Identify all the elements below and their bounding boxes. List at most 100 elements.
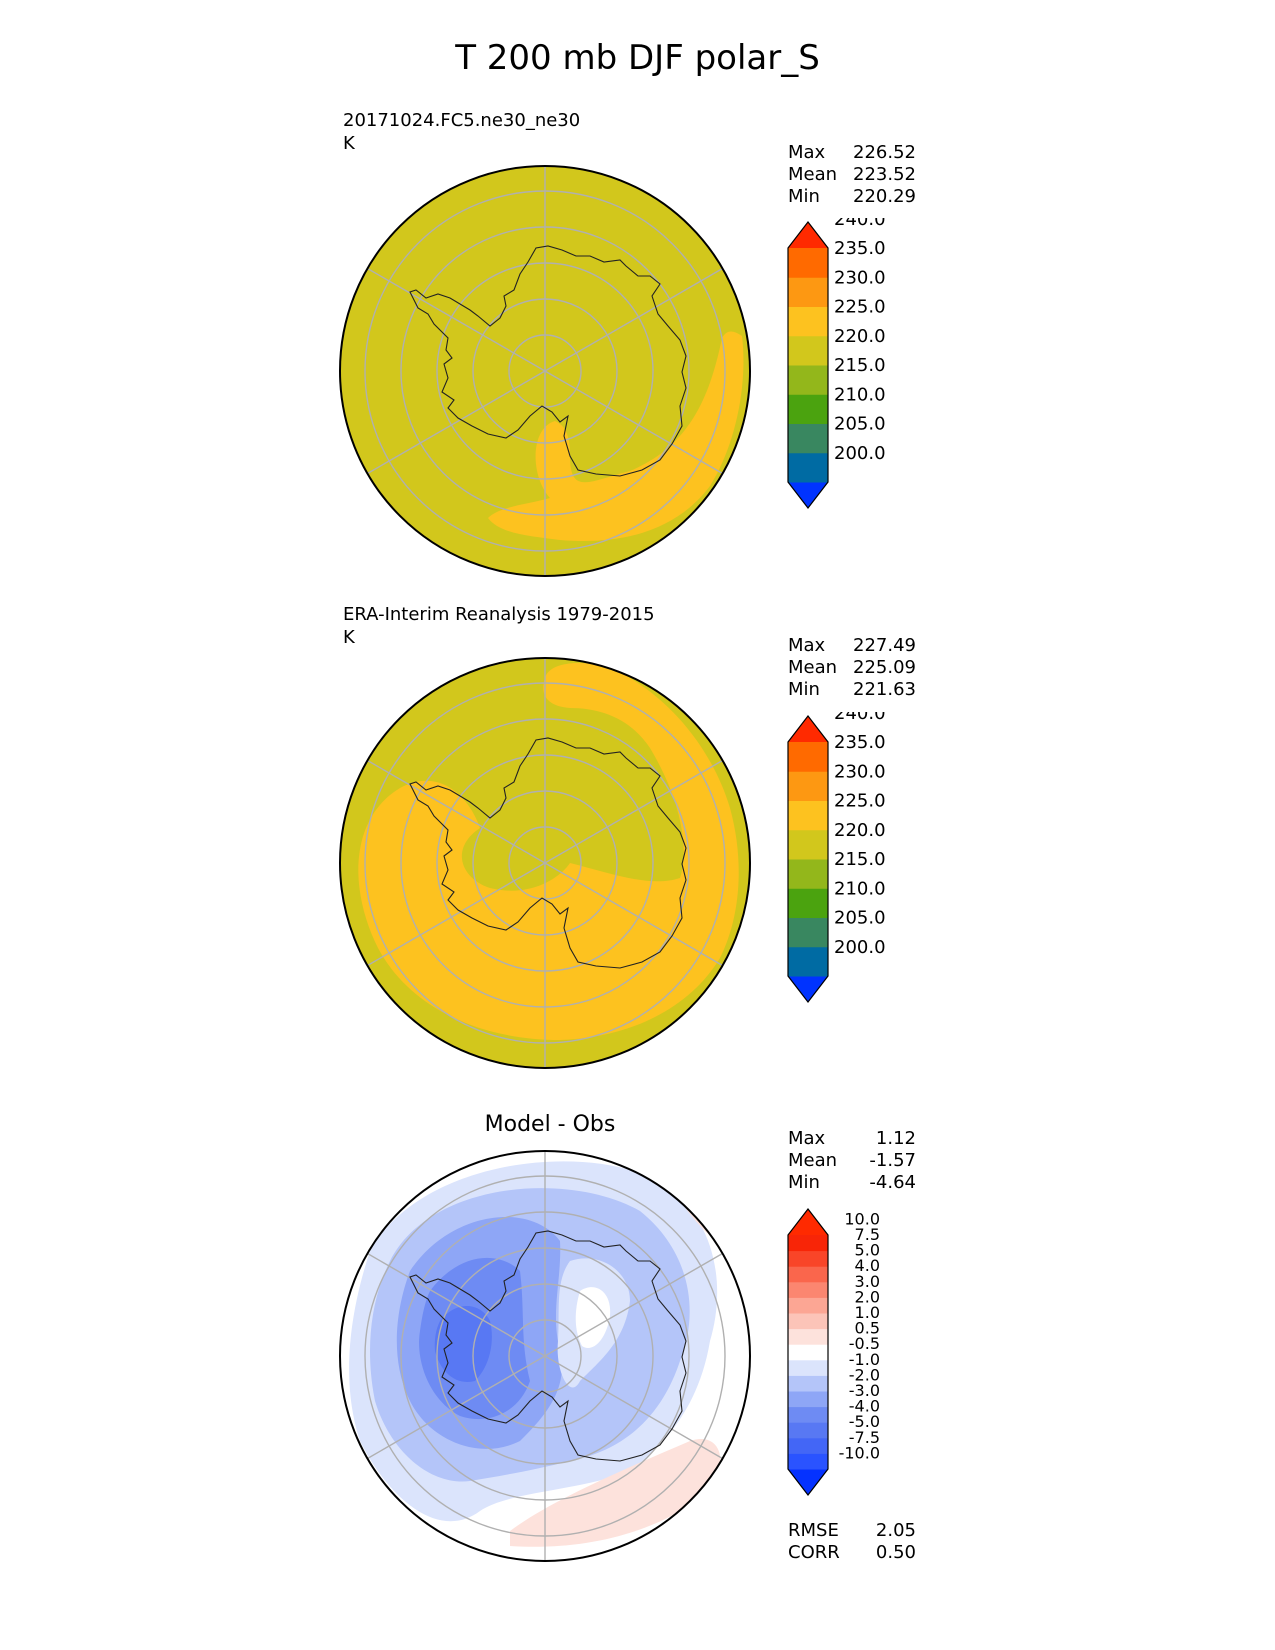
stat-value: -4.64 xyxy=(869,1172,916,1193)
colorbar-tick-label: 220.0 xyxy=(834,326,886,347)
stat-value: 223.52 xyxy=(853,164,916,185)
colorbar-cell xyxy=(788,1359,828,1376)
model-panel-units: K xyxy=(343,133,355,154)
graticule xyxy=(364,1151,726,1561)
diff-stats: Max 1.12 Mean -1.57 Min -4.64 xyxy=(788,1128,916,1194)
colorbar-cell xyxy=(788,1266,828,1283)
colorbar-outline xyxy=(787,1208,829,1496)
colorbar-tick-label: 225.0 xyxy=(834,791,886,812)
colorbar-tick-label: 0.5 xyxy=(855,1319,880,1338)
colorbar-cell xyxy=(788,1453,828,1470)
colorbar-tick-label: 230.0 xyxy=(834,761,886,782)
colorbar-tick-label: -3.0 xyxy=(849,1381,880,1400)
stat-value: 220.29 xyxy=(853,186,916,207)
metric-value: 2.05 xyxy=(875,1520,916,1541)
colorbar-cell xyxy=(788,829,828,860)
colorbar-tick-label: 5.0 xyxy=(855,1241,880,1260)
stat-value: 221.63 xyxy=(853,679,916,700)
map-boundary xyxy=(339,657,751,1069)
colorbar-cell xyxy=(788,1250,828,1267)
stat-label: Mean xyxy=(788,657,838,678)
model-polar-map xyxy=(339,165,751,577)
field-warm-region xyxy=(488,331,744,542)
colorbar-tick-label: 240.0 xyxy=(834,218,886,230)
colorbar-tick-label: -2.0 xyxy=(849,1365,880,1384)
diff-polar-map xyxy=(339,1150,751,1562)
colorbar-tick-label: 210.0 xyxy=(834,384,886,405)
colorbar-cell xyxy=(788,742,828,772)
stat-label: Max xyxy=(788,635,826,656)
stat-label: Min xyxy=(788,679,820,700)
colorbar-extend-min xyxy=(788,976,828,1002)
map-boundary xyxy=(339,1150,751,1562)
model-colorbar: 200.0 205.0 210.0 215.0 220.0 225.0 230.0 235.0… xyxy=(787,218,886,509)
colorbar-tick-label: 210.0 xyxy=(834,878,886,899)
colorbar-cell xyxy=(788,771,828,801)
colorbar-extend-max xyxy=(788,1209,828,1235)
colorbar-tick-label: 200.0 xyxy=(834,937,886,958)
colorbar-cell xyxy=(788,1391,828,1408)
colorbar-cell xyxy=(788,248,828,278)
colorbar-tick-label: 10.0 xyxy=(844,1209,880,1228)
colorbar-tick-label: 240.0 xyxy=(834,712,886,724)
stat-label: Mean xyxy=(788,164,838,185)
colorbar-cell xyxy=(788,946,828,977)
colorbar-tick-label: 225.0 xyxy=(834,297,886,318)
colorbar-cell xyxy=(788,800,828,831)
graticule xyxy=(364,658,726,1068)
colorbar-tick-label: 205.0 xyxy=(834,414,886,435)
colorbar-cell xyxy=(788,1281,828,1298)
map-boundary xyxy=(339,165,751,577)
colorbar-extend-max xyxy=(788,222,828,248)
colorbar-cell xyxy=(788,888,828,918)
diff-metrics: RMSE 2.05 CORR 0.50 xyxy=(788,1520,916,1564)
colorbar-cell xyxy=(788,1422,828,1439)
diff-colorbar: -10.0-7.5-5.0-4.0-3.0-2.0-1.0-0.50.51.02… xyxy=(787,1208,880,1496)
colorbar-tick-label: -7.5 xyxy=(849,1428,880,1447)
obs-panel-units: K xyxy=(343,627,355,648)
stat-value: 225.09 xyxy=(853,657,916,678)
colorbar-tick-label: 3.0 xyxy=(855,1272,880,1291)
stat-value: 227.49 xyxy=(853,635,916,656)
graticule xyxy=(364,166,726,576)
colorbar-cell xyxy=(788,1344,828,1361)
diff-panel-title: Model - Obs xyxy=(484,1112,616,1137)
metric-label: RMSE xyxy=(788,1520,839,1541)
metric-label: CORR xyxy=(788,1542,840,1563)
colorbar-extend-max xyxy=(788,716,828,742)
stat-value: 1.12 xyxy=(875,1128,916,1149)
colorbar-cell xyxy=(788,1406,828,1423)
colorbar-cell xyxy=(788,1235,828,1252)
colorbar-tick-label: 2.0 xyxy=(855,1287,880,1306)
colorbar-tick-label: 220.0 xyxy=(834,820,886,841)
stat-label: Max xyxy=(788,142,826,163)
obs-stats: Max 227.49 Mean 225.09 Min 221.63 xyxy=(788,635,916,701)
diff-level xyxy=(510,1439,721,1547)
colorbar-tick-label: -1.0 xyxy=(849,1350,880,1369)
stat-value: 226.52 xyxy=(853,142,916,163)
colorbar-outline xyxy=(787,715,829,1003)
colorbar-cell xyxy=(788,306,828,337)
colorbar-cell xyxy=(788,1328,828,1345)
colorbar-cell xyxy=(788,335,828,366)
stat-label: Min xyxy=(788,1172,820,1193)
colorbar-tick-label: 230.0 xyxy=(834,267,886,288)
colorbar-tick-label: -0.5 xyxy=(849,1334,880,1353)
colorbar-extend-min xyxy=(788,1469,828,1495)
colorbar-tick-label: 4.0 xyxy=(855,1256,880,1275)
obs-colorbar: 200.0 205.0 210.0 215.0 220.0 225.0 230.0 235.0… xyxy=(787,712,886,1003)
colorbar-tick-label: -4.0 xyxy=(849,1397,880,1416)
colorbar-cell xyxy=(788,394,828,424)
colorbar-cell xyxy=(788,277,828,307)
colorbar-cell xyxy=(788,917,828,948)
colorbar-tick-label: 205.0 xyxy=(834,908,886,929)
colorbar-tick-label: 200.0 xyxy=(834,443,886,464)
colorbar-cell xyxy=(788,1375,828,1392)
colorbar-cell xyxy=(788,1437,828,1454)
colorbar-tick-label: -5.0 xyxy=(849,1412,880,1431)
obs-polar-map xyxy=(339,657,751,1069)
colorbar-cell xyxy=(788,452,828,483)
colorbar-cell xyxy=(788,423,828,454)
stat-label: Min xyxy=(788,186,820,207)
colorbar-tick-label: 1.0 xyxy=(855,1303,880,1322)
